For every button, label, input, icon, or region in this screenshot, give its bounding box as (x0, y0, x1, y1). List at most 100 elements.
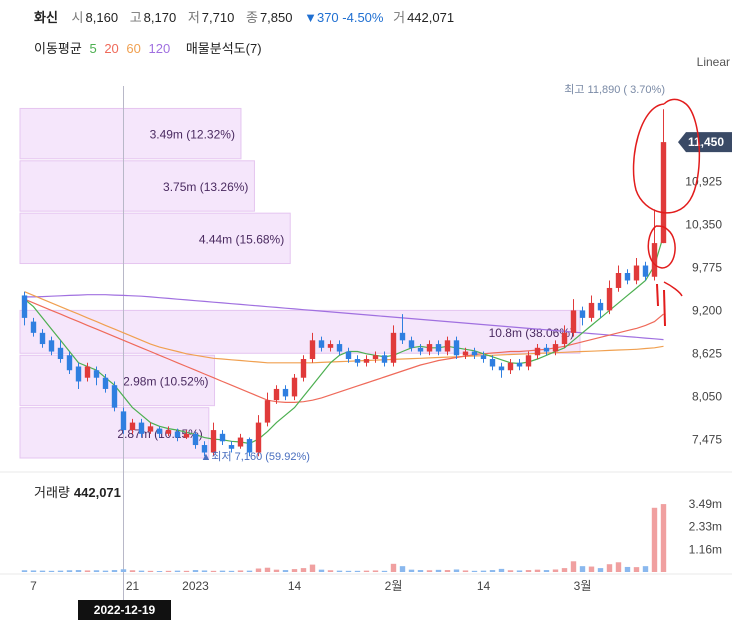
ma-5[interactable]: 5 (89, 41, 97, 56)
candle-body (534, 347, 541, 356)
volume-bar (651, 507, 658, 572)
volume-bar (237, 570, 244, 572)
price-summary: 화신 시 8,160 고 8,170 저 7,710 종 7,850 ▼370 -4.5… (34, 7, 462, 26)
volume-tick-label: 3.49m (689, 497, 722, 511)
volume-bar (642, 566, 649, 572)
volume-bar (345, 570, 352, 572)
candle-body (399, 332, 406, 341)
volume-bar (363, 570, 370, 572)
volume-bar (300, 568, 307, 572)
candle-body (426, 344, 433, 352)
volume-bar (399, 566, 406, 572)
volume-panel-value: 442,071 (73, 485, 121, 500)
candle-body (570, 310, 577, 333)
ma-120[interactable]: 120 (148, 41, 171, 56)
volume-bar (507, 570, 514, 572)
volume-bar (192, 570, 199, 572)
volume-tick-label: 1.16m (689, 542, 722, 556)
volume-bar (183, 570, 190, 572)
volume-bar (48, 570, 55, 572)
x-tick-label: 21 (126, 579, 140, 593)
candle-body (282, 388, 289, 397)
volume-panel-label: 거래량 442,071 (34, 485, 121, 500)
candle-body (201, 445, 208, 453)
volume-bar (246, 570, 253, 572)
high-value: 8,170 (143, 10, 177, 25)
volume-bar (201, 570, 208, 572)
ma-20[interactable]: 20 (104, 41, 119, 56)
candle-body (606, 287, 613, 311)
candle-body (66, 355, 73, 371)
annotation-mark (663, 281, 683, 297)
candle-body (336, 344, 343, 352)
candle-body (147, 426, 154, 432)
candle-body (264, 400, 271, 423)
current-price-badge (678, 132, 732, 153)
y-tick-label: 7,475 (692, 432, 722, 446)
candle-body (309, 340, 316, 360)
volume-bar (579, 566, 586, 572)
candle-body (273, 388, 280, 401)
volume-bar (273, 569, 280, 572)
close-label: 종 (245, 10, 258, 25)
candle-body (354, 359, 361, 363)
candle-body (48, 340, 55, 352)
volume-bar (156, 571, 163, 572)
ma-label[interactable]: 이동평균 (34, 41, 82, 56)
volume-bar (84, 570, 91, 572)
candle-body (507, 362, 514, 371)
volume-bar (228, 570, 235, 572)
candle-body (30, 321, 37, 333)
candle-body (660, 142, 667, 244)
volume-profile-label[interactable]: 매물분석도(7) (185, 41, 262, 56)
volume-bar (588, 566, 595, 572)
ma-60[interactable]: 60 (126, 41, 141, 56)
candle-body (192, 433, 199, 446)
volume-bar (525, 570, 532, 572)
x-tick-label: 14 (477, 579, 491, 593)
ma60-line (24, 291, 664, 364)
y-tick-label: 9,775 (692, 260, 722, 274)
y-tick-label: 10,350 (685, 217, 722, 231)
volume-bar (498, 568, 505, 572)
y-tick-label: 8,050 (692, 389, 722, 403)
y-tick-label: 10,925 (685, 174, 722, 188)
candle-body (345, 351, 352, 360)
x-tick-label: 2023 (182, 579, 209, 593)
candle-body (219, 433, 226, 442)
candle-body (471, 351, 478, 356)
volume-bar (174, 570, 181, 572)
volume-profile-label: 2.98m (10.52%) (123, 374, 208, 388)
volume-bar (93, 570, 100, 572)
candle-body (363, 359, 370, 363)
low-value: 7,710 (201, 10, 235, 25)
candle-body (444, 340, 451, 352)
candle-body (624, 273, 631, 281)
scale-toggle[interactable]: Linear (696, 55, 730, 69)
y-tick-label: 9,200 (692, 303, 722, 317)
candle-body (210, 430, 217, 453)
annotation-mark (656, 283, 659, 307)
volume-profile-label: 3.75m (13.26%) (163, 180, 248, 194)
candle-body (543, 347, 550, 352)
volume-bar (615, 562, 622, 572)
candle-body (174, 431, 181, 438)
volume-bar (354, 570, 361, 572)
candle-body (489, 359, 496, 367)
change-value: ▼370 -4.50% (304, 10, 384, 25)
volume-profile-bar (19, 212, 291, 265)
volume-bar (120, 569, 127, 572)
volume-bar (327, 570, 334, 572)
volume-bar (570, 561, 577, 572)
candle-body (255, 422, 262, 453)
candle-body (381, 355, 388, 363)
x-tick-label: 3월 (574, 579, 592, 593)
crosshair-date: 2022-12-19 (78, 600, 171, 620)
candle-body (597, 302, 604, 311)
candle-body (318, 340, 325, 348)
volume-bar (471, 570, 478, 572)
volume-bar (561, 568, 568, 572)
volume-bar (57, 570, 64, 572)
y-tick-label: 8,625 (692, 346, 722, 360)
